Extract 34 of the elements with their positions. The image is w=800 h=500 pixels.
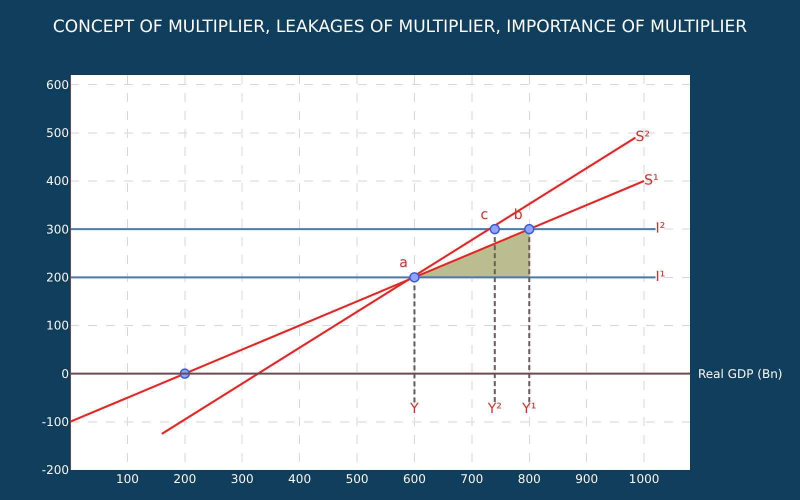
- series-label: S¹: [644, 172, 659, 188]
- chart-title: CONCEPT OF MULTIPLIER, LEAKAGES OF MULTIPLIER, IMPORTANCE OF MULTIPLIER: [52, 16, 748, 37]
- y-tick-label: 400: [46, 174, 69, 188]
- x-tick-label: 100: [116, 472, 139, 486]
- x-tick-label: 600: [402, 472, 426, 486]
- y-tick-label: 500: [46, 126, 69, 140]
- x-tick-label: 500: [346, 472, 368, 486]
- data-label: b: [514, 207, 523, 224]
- x-tick-label: 900: [575, 472, 598, 486]
- x-tick-label: 1000: [628, 472, 660, 486]
- y-tick-label: -100: [42, 415, 69, 430]
- y-tick-label: 100: [46, 318, 69, 333]
- y-tick-label: -200: [42, 463, 69, 478]
- data-label: Y¹: [521, 401, 536, 418]
- point: [524, 224, 535, 234]
- series-label: I¹: [656, 268, 666, 285]
- x-axis-title: Real GDP (Bn): [698, 367, 782, 381]
- data-label: a: [399, 255, 408, 272]
- y-tick-label: 0: [61, 366, 69, 381]
- x-tick-label: 200: [173, 472, 196, 486]
- series-label: I²: [656, 220, 666, 237]
- y-tick-label: 200: [46, 270, 69, 285]
- data-label: c: [480, 207, 488, 224]
- series-label: S²: [635, 129, 650, 146]
- data-label: Y²: [486, 401, 502, 418]
- y-tick-label: 300: [46, 222, 69, 236]
- data-label: Y: [409, 401, 420, 418]
- x-tick-label: 800: [518, 472, 541, 486]
- point: [409, 272, 420, 283]
- x-tick-label: 300: [230, 472, 254, 486]
- x-tick-label: 400: [288, 472, 312, 486]
- y-tick-label: 600: [46, 78, 69, 92]
- x-tick-label: 700: [460, 472, 484, 486]
- point: [490, 224, 500, 234]
